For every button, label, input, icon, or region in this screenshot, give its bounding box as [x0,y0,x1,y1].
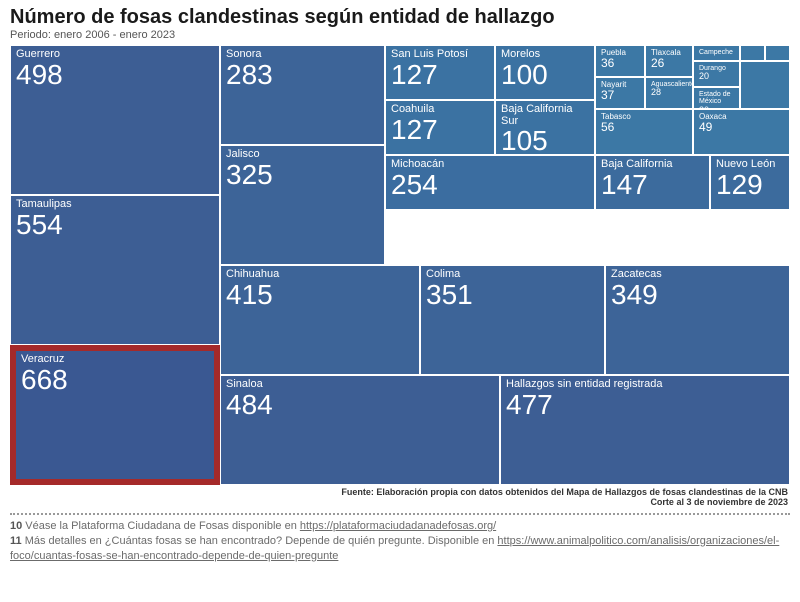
treemap-cell: Jalisco325 [220,145,385,265]
footnote: 10 Véase la Plataforma Ciudadana de Fosa… [10,519,790,534]
treemap-cell: Puebla36 [595,45,645,77]
treemap-cell: Michoacán254 [385,155,595,210]
treemap-cell: Veracruz668 [10,345,220,485]
cell-name: Campeche [699,49,734,56]
cell-value: 37 [601,89,639,101]
chart-subtitle: Periodo: enero 2006 - enero 2023 [0,29,800,45]
footnote-link[interactable]: https://www.animalpolitico.com/analisis/… [10,535,779,562]
cell-name: Estado de México [699,91,734,106]
cell-value: 254 [391,171,589,199]
treemap-cell: Tabasco56 [595,109,693,155]
treemap-cell: Coahuila127 [385,100,495,155]
treemap-cell: Morelos100 [495,45,595,100]
treemap-cell [765,45,790,61]
treemap-cell [740,45,765,61]
treemap-cell: Nuevo León129 [710,155,790,210]
treemap-cell: Tamaulipas554 [10,195,220,345]
cell-value: 477 [506,391,784,419]
cell-value: 105 [501,127,589,155]
treemap-cell: Zacatecas349 [605,265,790,375]
cell-value: 127 [391,61,489,89]
cell-value: 325 [226,161,379,189]
cell-name: Baja California Sur [501,104,589,127]
treemap-cell: Sinaloa484 [220,375,500,485]
divider-dots [10,513,790,517]
cell-value: 127 [391,116,489,144]
cell-value: 415 [226,281,414,309]
cell-value: 56 [601,121,687,133]
cell-value: 28 [651,88,687,97]
cell-value: 147 [601,171,704,199]
treemap-cell: Baja California Sur105 [495,100,595,155]
cell-value: 668 [21,366,209,394]
treemap-cell: Sonora283 [220,45,385,145]
treemap-cell: Oaxaca49 [693,109,790,155]
source-line-2: Corte al 3 de noviembre de 2023 [0,497,800,509]
treemap-cell: Nayarit37 [595,77,645,109]
cell-value: 36 [601,57,639,69]
footnote: 11 Más detalles en ¿Cuántas fosas se han… [10,534,790,564]
treemap-cell [740,61,790,109]
treemap-cell: Baja California147 [595,155,710,210]
treemap-cell: Campeche [693,45,740,61]
cell-value: 498 [16,61,214,89]
treemap-cell: Tlaxcala26 [645,45,693,77]
treemap-cell: Aguascalientes28 [645,77,693,109]
treemap-cell: Colima351 [420,265,605,375]
footnote-number: 11 [10,535,22,547]
cell-value: 351 [426,281,599,309]
chart-title: Número de fosas clandestinas según entid… [0,0,800,29]
cell-value: 20 [699,72,734,81]
cell-value: 554 [16,211,214,239]
footnote-link[interactable]: https://plataformaciudadanadefosas.org/ [300,520,496,532]
treemap-cell: San Luis Potosí127 [385,45,495,100]
footnote-number: 10 [10,520,22,532]
cell-value: 484 [226,391,494,419]
cell-value: 100 [501,61,589,89]
treemap-cell: Hallazgos sin entidad registrada477 [500,375,790,485]
cell-value: 349 [611,281,784,309]
treemap-cell: Chihuahua415 [220,265,420,375]
cell-value: 26 [651,57,687,69]
treemap-cell: Durango20 [693,61,740,87]
cell-value: 129 [716,171,784,199]
treemap-container: Guerrero498Tamaulipas554Veracruz668 Sonor… [10,45,790,485]
treemap-cell: Estado de México30 [693,87,740,109]
footnotes-block: 10 Véase la Plataforma Ciudadana de Fosa… [0,519,800,564]
cell-value: 283 [226,61,379,89]
cell-value: 49 [699,121,784,133]
source-line-1: Fuente: Elaboración propia con datos obt… [0,485,800,497]
treemap-cell: Guerrero498 [10,45,220,195]
